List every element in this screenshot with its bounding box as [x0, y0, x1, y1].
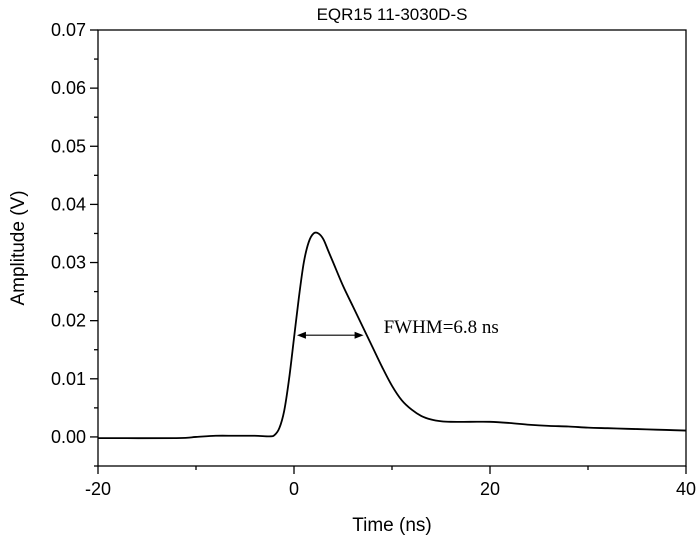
series-line-0	[97, 231, 687, 440]
y-tick-label: 0.04	[51, 194, 86, 214]
fwhm-arrowhead-left	[296, 331, 306, 339]
x-tick-label: 40	[676, 479, 696, 499]
fwhm-label: FWHM=6.8 ns	[384, 317, 499, 338]
plot-frame	[97, 29, 687, 467]
y-tick-label: 0.05	[51, 136, 86, 156]
fwhm-arrowhead-right	[354, 331, 364, 339]
x-tick-label: -20	[85, 479, 111, 499]
y-axis-label: Amplitude (V)	[8, 190, 29, 305]
chart-title: EQR15 11-3030D-S	[317, 5, 468, 24]
x-axis-label: Time (ns)	[352, 515, 432, 536]
y-tick-label: 0.07	[51, 20, 86, 40]
y-tick-label: 0.02	[51, 311, 86, 331]
tick-label-group: -20 0 20 40 0.00 0.01 0.02 0.03 0.04 0.05 0.06 0.07	[51, 20, 696, 499]
x-tick-label: 0	[289, 479, 299, 499]
y-tick-label: 0.03	[51, 253, 86, 273]
y-tick-label: 0.00	[51, 427, 86, 447]
x-tick-label: 20	[480, 479, 500, 499]
y-tick-label: 0.06	[51, 78, 86, 98]
y-tick-label: 0.01	[51, 369, 86, 389]
fwhm-annotation: FWHM=6.8 ns	[296, 317, 499, 339]
tick-group	[90, 29, 687, 474]
